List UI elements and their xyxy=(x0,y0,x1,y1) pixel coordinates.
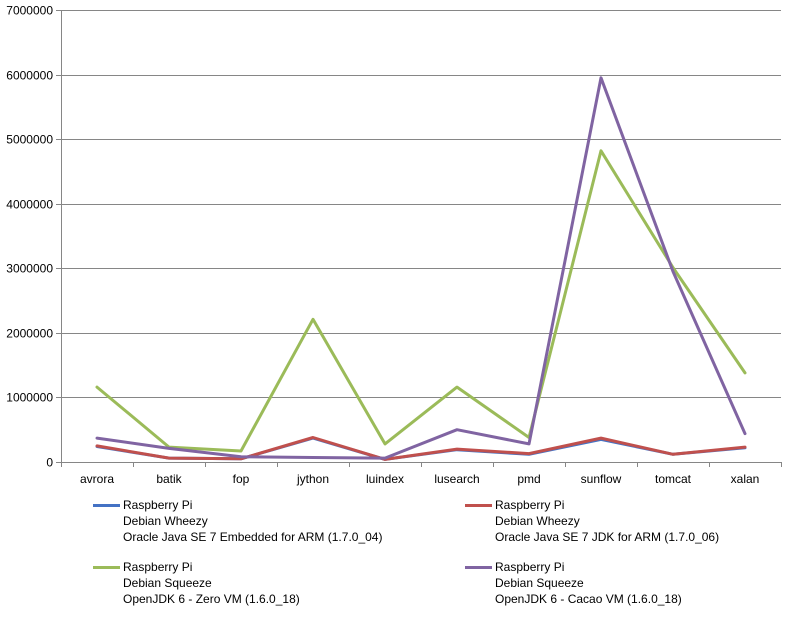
x-tick-label: batik xyxy=(156,472,182,486)
x-tick-label: tomcat xyxy=(655,472,692,486)
x-tick-label: pmd xyxy=(517,472,540,486)
y-tick-label: 4000000 xyxy=(6,198,53,212)
y-axis-tick-labels: 0 1000000 2000000 3000000 4000000 5000000 6000… xyxy=(6,4,53,470)
x-tick-label: lusearch xyxy=(434,472,479,486)
x-tick-label: jython xyxy=(296,472,329,486)
x-tick-label: sunflow xyxy=(581,472,622,486)
x-tick-label: fop xyxy=(233,472,250,486)
series-line-4 xyxy=(95,76,747,460)
x-tick-label: luindex xyxy=(366,472,404,486)
y-tick-label: 0 xyxy=(46,456,53,470)
x-axis-tick-labels: avrora batik fop jython luindex lusearch pmd su… xyxy=(80,472,759,486)
gridlines xyxy=(61,10,781,398)
x-tick-label: avrora xyxy=(80,472,114,486)
y-tick-label: 7000000 xyxy=(6,4,53,18)
y-tick-label: 1000000 xyxy=(6,391,53,405)
x-tick-label: xalan xyxy=(731,472,760,486)
series-line-3 xyxy=(95,149,747,453)
y-tick-label: 5000000 xyxy=(6,133,53,147)
series-lines xyxy=(95,76,747,461)
y-tick-label: 6000000 xyxy=(6,69,53,83)
y-tick-label: 3000000 xyxy=(6,262,53,276)
axes xyxy=(56,10,782,467)
series-line-2 xyxy=(95,436,747,461)
y-tick-label: 2000000 xyxy=(6,327,53,341)
